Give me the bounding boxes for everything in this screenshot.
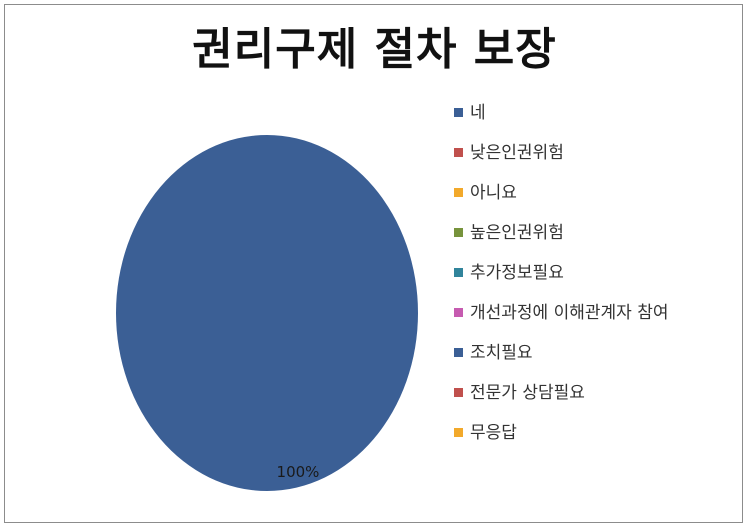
legend-label: 네 [470,103,486,123]
legend-label: 무응답 [470,423,517,443]
legend-item: 높은인권위험 [454,221,739,261]
legend-item: 낮은인권위험 [454,141,739,181]
legend-swatch [454,107,463,117]
legend-item: 아니요 [454,181,739,221]
legend-item: 조치필요 [454,341,739,381]
legend-swatch [454,147,463,157]
legend-label: 높은인권위험 [470,223,564,243]
legend-swatch [454,347,463,357]
legend-swatch [454,307,463,317]
pie-data-labels: 100% [277,463,320,481]
legend-swatch [454,427,463,437]
legend-label: 아니요 [470,183,517,203]
pie-slice-1 [116,135,418,491]
legend-item: 전문가 상담필요 [454,381,739,421]
legend-label: 추가정보필요 [470,263,564,283]
legend-swatch [454,187,463,197]
legend-swatch [454,387,463,397]
legend-label: 전문가 상담필요 [470,383,585,403]
chart-title: 권리구제 절차 보장 [192,24,557,75]
legend-label: 조치필요 [470,343,533,363]
pie-slices [116,135,418,491]
legend-item: 네 [454,101,739,141]
legend-item: 개선과정에 이해관계자 참여 [454,301,739,341]
legend-label: 낮은인권위험 [470,143,564,163]
pie-chart: 100% [116,135,418,491]
legend-label: 개선과정에 이해관계자 참여 [470,303,669,323]
pie-data-label: 100% [277,463,320,481]
legend-item: 무응답 [454,421,739,461]
legend-swatch [454,227,463,237]
legend-item: 추가정보필요 [454,261,739,301]
legend-swatch [454,267,463,277]
